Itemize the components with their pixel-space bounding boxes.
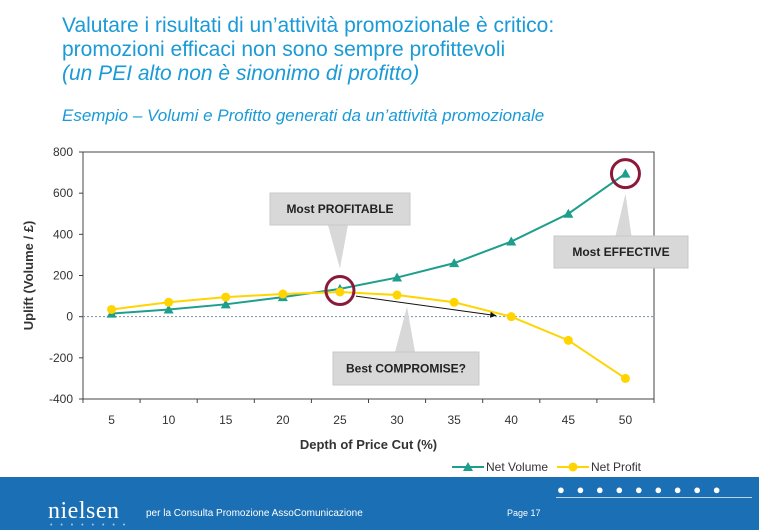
- series-line-net-volume: [111, 172, 627, 315]
- x-tick-label: 15: [219, 413, 233, 427]
- footer-divider: [556, 497, 752, 498]
- legend-marker-net-volume: [463, 462, 473, 471]
- data-point-net-profit: [335, 287, 345, 297]
- data-point-net-volume: [506, 236, 517, 246]
- x-tick-label: 25: [333, 413, 347, 427]
- y-tick-label: -200: [49, 351, 73, 365]
- legend-label-net-volume: Net Volume: [486, 460, 548, 474]
- page-number: Page 17: [507, 508, 541, 518]
- y-tick-label: 200: [53, 269, 73, 283]
- slide-title: Valutare i risultati di un’attività prom…: [62, 14, 742, 86]
- data-point-net-volume: [220, 299, 231, 309]
- data-point-net-profit: [563, 335, 573, 345]
- y-axis-title: Uplift (Volume / £): [21, 221, 36, 331]
- data-point-net-volume: [449, 258, 460, 268]
- x-tick-label: 30: [390, 413, 404, 427]
- y-tick-label: -400: [49, 392, 73, 406]
- callout-label: Best COMPROMISE?: [346, 362, 466, 376]
- y-tick-label: 400: [53, 227, 73, 241]
- callout-label: Most EFFECTIVE: [572, 245, 669, 259]
- footer-bar: [0, 477, 759, 530]
- data-point-net-volume: [620, 168, 631, 178]
- data-point-net-profit: [107, 304, 117, 314]
- callout-pointer: [327, 225, 348, 269]
- title-line-1: Valutare i risultati di un’attività prom…: [62, 14, 555, 37]
- callout-pointer: [615, 193, 632, 236]
- logo-dots: • • • • • • • •: [50, 522, 129, 529]
- x-tick-label: 20: [276, 413, 290, 427]
- callout-label: Most PROFITABLE: [286, 202, 393, 216]
- highlight-circle-effective: [609, 158, 641, 190]
- x-tick-label: 10: [162, 413, 176, 427]
- x-axis-title: Depth of Price Cut (%): [300, 437, 437, 452]
- data-point-net-profit: [278, 289, 288, 299]
- callout-box: [553, 235, 689, 269]
- title-line-3: (un PEI alto non è sinonimo di profitto): [62, 62, 420, 85]
- title-line-2: promozioni efficaci non sono sempre prof…: [62, 38, 506, 61]
- y-tick-label: 0: [66, 310, 73, 324]
- data-point-net-profit: [392, 290, 402, 300]
- legend-label-net-profit: Net Profit: [591, 460, 642, 474]
- x-tick-label: 5: [108, 413, 115, 427]
- x-tick-label: 40: [505, 413, 519, 427]
- series-line-net-profit: [111, 290, 627, 380]
- compromise-arrow: [355, 295, 497, 318]
- x-tick-label: 45: [562, 413, 576, 427]
- callout-box: [269, 192, 411, 226]
- data-point-net-profit: [221, 292, 231, 302]
- promo-uplift-chart: -400 -200 0 200 400 600 800 5 10 15 20 25 30 35 40 45 50…: [21, 145, 689, 474]
- data-point-net-profit: [620, 373, 630, 383]
- callout-box: [332, 351, 480, 386]
- x-tick-label: 35: [447, 413, 461, 427]
- y-tick-label: 600: [53, 186, 73, 200]
- data-point-net-volume: [163, 304, 174, 314]
- callout: Best COMPROMISE?: [332, 306, 480, 386]
- legend-marker-net-profit: [568, 462, 578, 472]
- data-point-net-profit: [506, 312, 516, 322]
- y-tick-label: 800: [53, 145, 73, 159]
- footer-tagline: per la Consulta Promozione AssoComunicaz…: [146, 508, 363, 519]
- data-point-net-volume: [563, 208, 574, 218]
- callout-pointer: [395, 306, 415, 352]
- data-point-net-profit: [449, 297, 459, 307]
- x-tick-label: 50: [619, 413, 633, 427]
- nielsen-logo: nielsen: [48, 498, 120, 524]
- data-point-net-profit: [164, 297, 174, 307]
- highlight-circle-profitable: [324, 275, 356, 307]
- slide-subtitle: Esempio – Volumi e Profitto generati da …: [62, 106, 545, 125]
- data-point-net-volume: [392, 272, 403, 282]
- callout: Most EFFECTIVE: [553, 193, 689, 269]
- callout: Most PROFITABLE: [269, 192, 411, 269]
- decorative-dots: ● ● ● ● ● ● ● ● ●: [557, 482, 725, 497]
